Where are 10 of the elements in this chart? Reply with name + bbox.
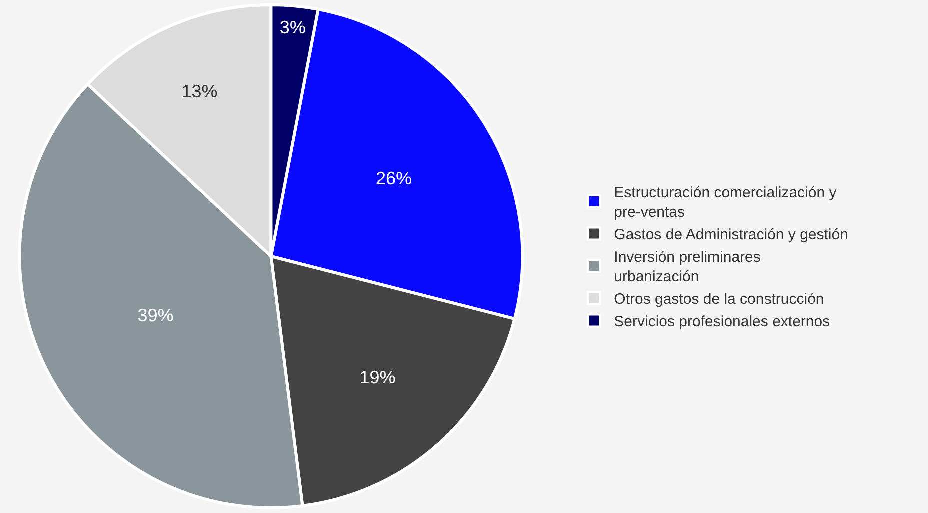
data-label: 19% xyxy=(360,367,396,388)
legend-label: Estructuración comercialización y pre-ventas xyxy=(614,184,838,222)
data-label: 3% xyxy=(280,18,306,38)
data-label: 39% xyxy=(138,305,174,326)
data-label: 13% xyxy=(182,81,218,102)
data-label: 26% xyxy=(376,168,412,189)
legend-label: Gastos de Administración y gestión xyxy=(614,226,848,244)
legend-label: Inversión preliminares urbanización xyxy=(614,249,761,286)
legend-label: Servicios profesionales externos xyxy=(614,314,830,331)
legend-label: Otros gastos de la construcción xyxy=(614,291,824,308)
